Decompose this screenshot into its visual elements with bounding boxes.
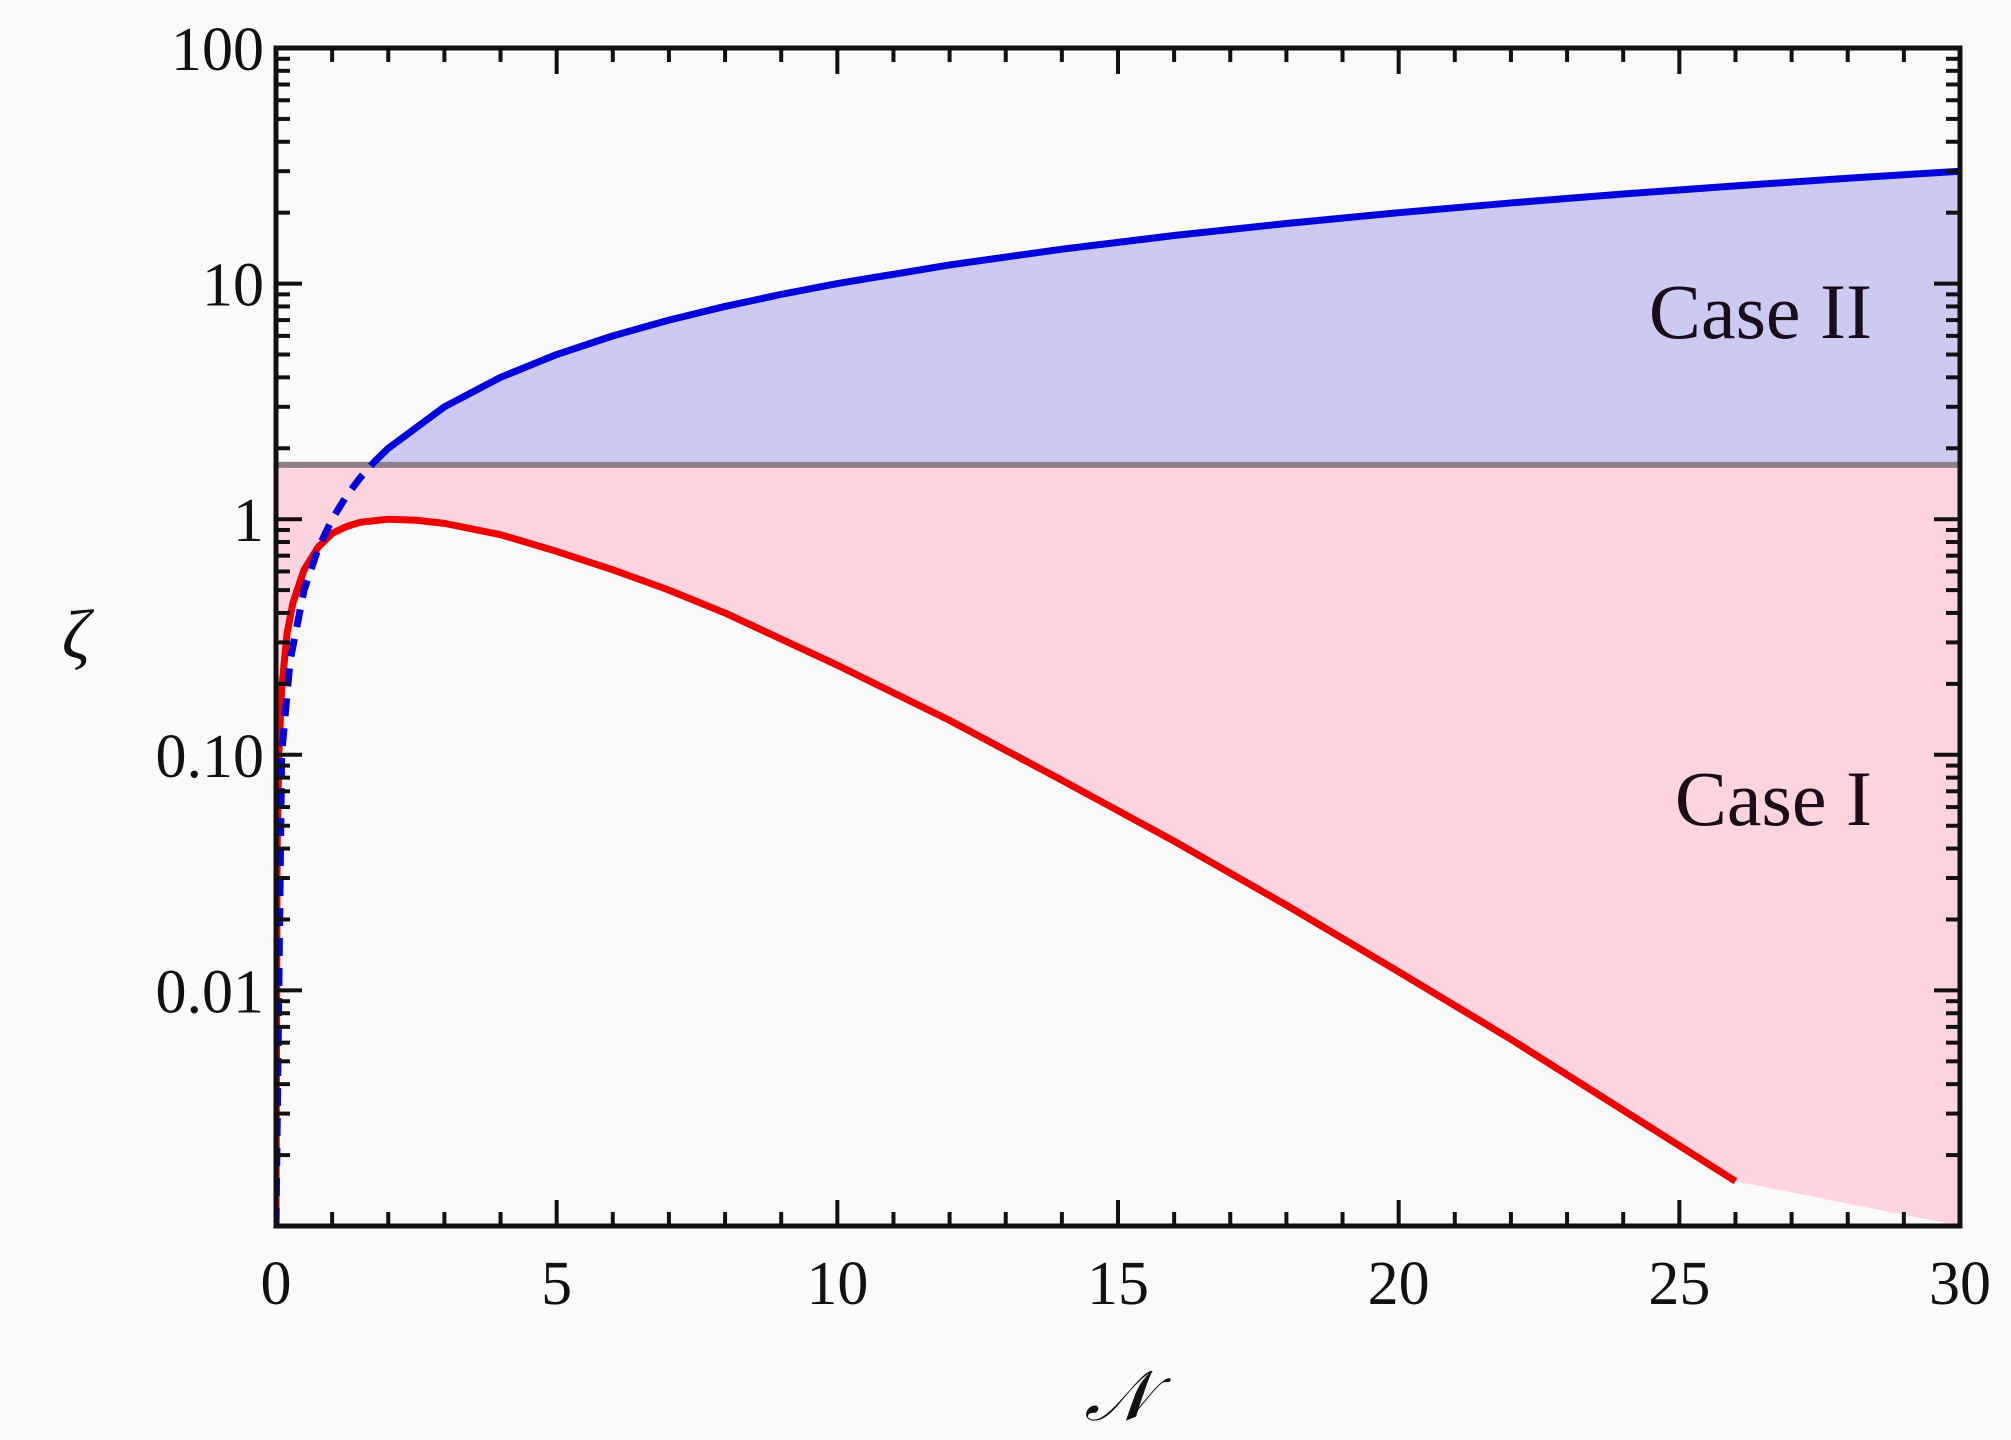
series-red-curve — [276, 515, 1738, 1226]
x-tick-label: 30 — [1929, 1250, 1991, 1318]
region-case-i — [276, 464, 1960, 1226]
region-label-case-ii: Case II — [1649, 268, 1872, 355]
y-tick-label: 10 — [202, 252, 264, 320]
x-tick-label: 10 — [806, 1250, 868, 1318]
y-tick-label: 0.10 — [156, 723, 265, 791]
x-tick-label: 25 — [1648, 1250, 1710, 1318]
y-tick-label: 0.01 — [156, 958, 265, 1026]
region-case-ii — [371, 171, 1960, 465]
x-tick-label: 20 — [1368, 1250, 1430, 1318]
x-tick-label: 5 — [541, 1250, 572, 1318]
region-label-case-i: Case I — [1675, 755, 1872, 842]
series-blue-curve-solid — [368, 167, 1960, 468]
series-blue-curve-dashed — [276, 462, 375, 1226]
y-tick-label: 100 — [171, 16, 264, 84]
x-tick-label: 15 — [1087, 1250, 1149, 1318]
y-axis-label: ζ — [62, 597, 95, 674]
x-tick-label: 0 — [261, 1250, 292, 1318]
y-tick-label: 1 — [233, 487, 264, 555]
plot-frame — [273, 45, 1963, 1229]
